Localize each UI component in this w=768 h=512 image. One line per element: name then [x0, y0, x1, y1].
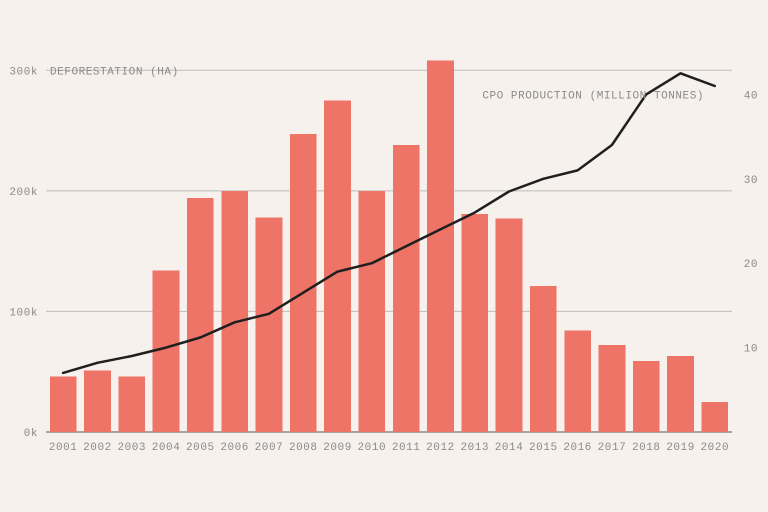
bar — [256, 217, 283, 432]
bar — [701, 402, 728, 432]
bar — [393, 145, 420, 432]
x-tick-label: 2002 — [83, 442, 112, 454]
deforestation-cpo-chart: 0k 100k 200k 300k 2001 2002 2003 2004 2005 2006 20… — [0, 0, 768, 512]
bar — [530, 286, 557, 432]
x-tick-label: 2007 — [255, 442, 284, 454]
bar — [290, 134, 317, 432]
x-tick-label: 2016 — [563, 442, 592, 454]
left-tick-label: 100k — [9, 307, 38, 319]
left-tick-label: 200k — [9, 187, 38, 199]
left-axis-label: DEFORESTATION (HA) — [50, 66, 179, 78]
right-tick-label: 20 — [744, 259, 758, 271]
chart-svg: 0k 100k 200k 300k 2001 2002 2003 2004 2005 2006 20… — [0, 0, 768, 512]
x-tick-label: 2018 — [632, 442, 661, 454]
right-tick-label: 10 — [744, 344, 758, 356]
x-tick-label: 2012 — [426, 442, 455, 454]
bar — [667, 356, 694, 432]
x-tick-label: 2011 — [392, 442, 421, 454]
left-tick-label: 0k — [24, 428, 38, 440]
x-tick-label: 2005 — [186, 442, 215, 454]
x-tick-label: 2006 — [220, 442, 249, 454]
right-tick-label: 30 — [744, 175, 758, 187]
x-tick-label: 2004 — [152, 442, 181, 454]
x-tick-label: 2014 — [495, 442, 524, 454]
bar — [153, 270, 180, 432]
x-tick-label: 2009 — [323, 442, 352, 454]
right-axis-label: CPO PRODUCTION (MILLION TONNES) — [482, 90, 704, 102]
left-tick-label: 300k — [9, 66, 38, 78]
bar — [358, 191, 385, 432]
x-tick-label: 2010 — [358, 442, 387, 454]
x-tick-label: 2013 — [460, 442, 489, 454]
x-tick-label: 2003 — [117, 442, 146, 454]
bar — [599, 345, 626, 432]
bar — [427, 61, 454, 432]
bar — [118, 377, 145, 432]
bar — [187, 198, 214, 432]
x-tick-label: 2017 — [598, 442, 627, 454]
bar — [221, 191, 248, 432]
x-tick-label: 2008 — [289, 442, 318, 454]
bar — [461, 214, 488, 432]
bar — [324, 100, 351, 432]
x-tick-label: 2019 — [666, 442, 695, 454]
x-tick-label: 2015 — [529, 442, 558, 454]
right-tick-label: 40 — [744, 90, 758, 102]
bar — [496, 219, 523, 432]
bar — [84, 371, 111, 432]
x-tick-label: 2001 — [49, 442, 78, 454]
x-tick-label: 2020 — [701, 442, 730, 454]
bar — [50, 377, 77, 432]
bar — [633, 361, 660, 432]
bar — [564, 331, 591, 432]
